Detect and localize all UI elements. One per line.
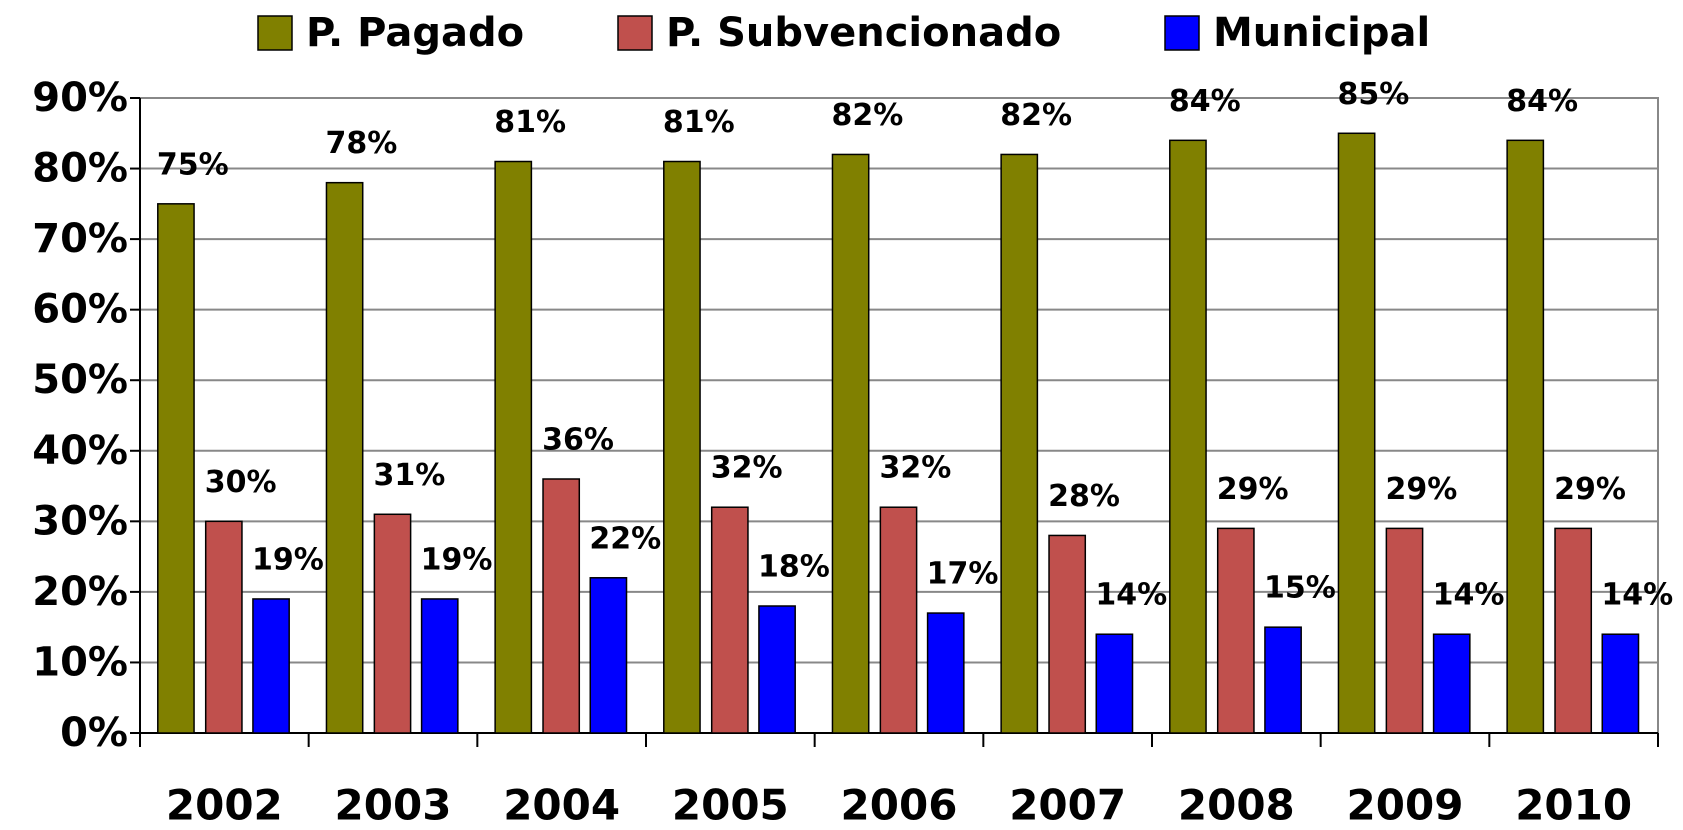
value-label: 28% bbox=[1048, 479, 1120, 514]
value-label: 19% bbox=[421, 542, 493, 577]
bar bbox=[420, 598, 459, 734]
x-tick-label: 2005 bbox=[672, 781, 789, 830]
value-label: 14% bbox=[1601, 578, 1673, 613]
bar bbox=[879, 506, 918, 734]
y-tick-label: 50% bbox=[32, 357, 128, 403]
y-tick-label: 70% bbox=[32, 216, 128, 262]
bar bbox=[252, 598, 290, 734]
value-label: 14% bbox=[1433, 578, 1505, 613]
y-tick-label: 60% bbox=[32, 287, 128, 333]
bar bbox=[494, 160, 533, 734]
value-label: 81% bbox=[494, 105, 566, 140]
value-label: 82% bbox=[832, 98, 904, 133]
x-tick-label: 2002 bbox=[166, 781, 283, 830]
legend-swatch bbox=[617, 15, 653, 51]
x-tick-label: 2003 bbox=[335, 781, 452, 830]
bar bbox=[157, 203, 195, 734]
bar bbox=[1000, 153, 1039, 734]
bar bbox=[1432, 633, 1471, 734]
value-label: 84% bbox=[1506, 84, 1578, 119]
bar bbox=[589, 577, 628, 734]
legend-label: P. Subvencionado bbox=[666, 10, 1061, 56]
bar bbox=[373, 513, 412, 734]
value-label: 36% bbox=[542, 423, 614, 458]
value-label: 22% bbox=[589, 521, 661, 556]
bar bbox=[1385, 527, 1424, 734]
value-label: 30% bbox=[205, 465, 277, 500]
y-tick-label: 30% bbox=[32, 498, 128, 544]
bar bbox=[1264, 626, 1302, 734]
value-label: 82% bbox=[1000, 98, 1072, 133]
value-label: 18% bbox=[758, 550, 830, 585]
bar bbox=[1095, 633, 1134, 734]
value-label: 19% bbox=[252, 542, 324, 577]
value-label: 29% bbox=[1217, 472, 1289, 507]
legend-swatch bbox=[1164, 15, 1200, 51]
legend-swatch bbox=[257, 15, 293, 51]
x-tick-label: 2010 bbox=[1515, 781, 1632, 830]
y-tick-label: 80% bbox=[32, 146, 128, 192]
bar bbox=[1048, 534, 1087, 734]
x-tick-label: 2008 bbox=[1178, 781, 1295, 830]
legend-label: Municipal bbox=[1213, 10, 1430, 56]
value-label: 29% bbox=[1385, 472, 1457, 507]
bar bbox=[542, 478, 581, 734]
value-label: 29% bbox=[1554, 472, 1626, 507]
bar bbox=[831, 153, 870, 734]
value-label: 81% bbox=[663, 105, 735, 140]
x-tick-label: 2007 bbox=[1009, 781, 1126, 830]
bar bbox=[710, 506, 749, 734]
bar bbox=[1216, 527, 1255, 734]
bar bbox=[1506, 139, 1545, 734]
y-tick-label: 90% bbox=[32, 75, 128, 121]
bar bbox=[663, 160, 701, 734]
y-tick-label: 40% bbox=[32, 428, 128, 474]
legend-label: P. Pagado bbox=[306, 10, 524, 56]
value-label: 32% bbox=[711, 451, 783, 486]
y-tick-label: 20% bbox=[32, 569, 128, 615]
bar bbox=[1337, 132, 1376, 734]
bar bbox=[325, 181, 364, 734]
bar bbox=[1554, 527, 1593, 734]
bar bbox=[1169, 139, 1207, 734]
bar bbox=[204, 520, 243, 734]
value-label: 17% bbox=[927, 557, 999, 592]
y-tick-label: 0% bbox=[60, 710, 128, 756]
value-label: 78% bbox=[326, 126, 398, 161]
x-tick-label: 2004 bbox=[503, 781, 620, 830]
x-tick-label: 2009 bbox=[1347, 781, 1464, 830]
value-label: 84% bbox=[1169, 84, 1241, 119]
value-label: 32% bbox=[879, 451, 951, 486]
y-tick-label: 10% bbox=[32, 639, 128, 685]
x-tick-label: 2006 bbox=[841, 781, 958, 830]
bar bbox=[1601, 633, 1640, 734]
value-label: 31% bbox=[373, 458, 445, 493]
value-label: 75% bbox=[157, 147, 229, 182]
bar bbox=[758, 605, 796, 734]
bar bbox=[926, 612, 965, 734]
value-label: 14% bbox=[1095, 578, 1167, 613]
value-label: 85% bbox=[1338, 77, 1410, 112]
value-label: 15% bbox=[1264, 571, 1336, 606]
